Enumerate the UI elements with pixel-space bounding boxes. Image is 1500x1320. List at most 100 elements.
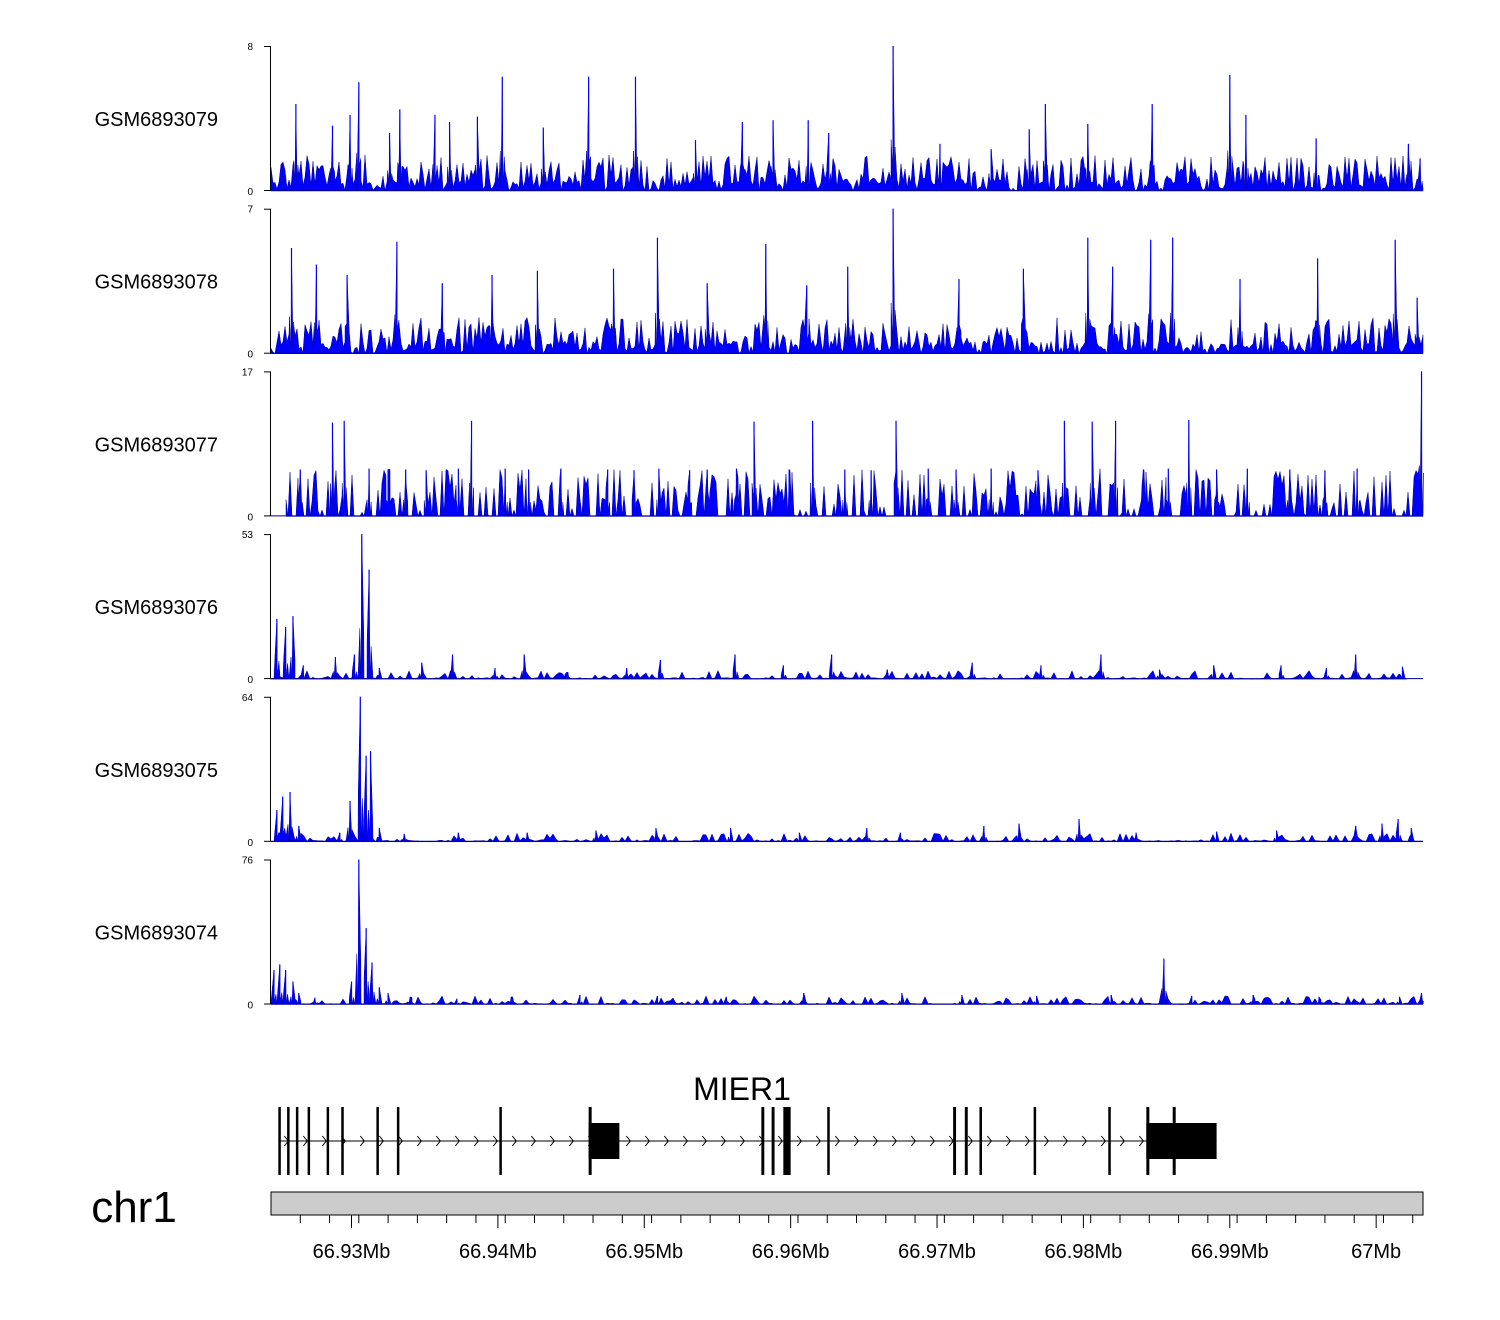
- y-tick-max-label: 53: [242, 530, 254, 541]
- track-label: GSM6893077: [95, 434, 218, 456]
- strand-arrow: [625, 1135, 631, 1147]
- strand-arrow: [853, 1135, 859, 1147]
- exon-12: [771, 1107, 775, 1175]
- exon-20: [1146, 1123, 1217, 1159]
- exon-boundary: [1172, 1107, 1176, 1175]
- exon-boundary: [1146, 1107, 1150, 1175]
- exon-16: [964, 1107, 968, 1175]
- strand-arrow: [891, 1135, 897, 1147]
- strand-arrow: [321, 1135, 327, 1147]
- strand-arrow: [511, 1135, 517, 1147]
- y-tick-max-label: 17: [242, 367, 254, 378]
- exon-4: [307, 1107, 311, 1175]
- exon-15: [953, 1107, 957, 1175]
- x-tick-label: 66.98Mb: [1044, 1241, 1122, 1263]
- y-tick-zero-label: 0: [247, 675, 253, 686]
- strand-arrow: [492, 1135, 498, 1147]
- strand-arrow: [1138, 1135, 1144, 1147]
- track-GSM6893074: GSM6893074 76 0: [95, 856, 1424, 1012]
- strand-arrow: [682, 1135, 688, 1147]
- track-GSM6893077: GSM6893077 17 0: [95, 367, 1424, 523]
- x-tick-label: 66.97Mb: [898, 1241, 976, 1263]
- track-label: GSM6893074: [95, 923, 218, 945]
- exon-13: [783, 1107, 791, 1175]
- strand-arrow: [568, 1135, 574, 1147]
- strand-arrow: [644, 1135, 650, 1147]
- x-tick-label: 66.95Mb: [605, 1241, 683, 1263]
- exon-11: [761, 1107, 765, 1175]
- chromosome-axis: chr1 66.93Mb 66.94Mb 66.95Mb 66.96Mb 66.97Mb…: [91, 1183, 1424, 1263]
- track-GSM6893076: GSM6893076 53 0: [95, 530, 1423, 686]
- exon-14: [827, 1107, 830, 1175]
- strand-arrow: [473, 1135, 479, 1147]
- strand-arrow: [302, 1135, 308, 1147]
- exon-9: [499, 1107, 502, 1175]
- track-GSM6893078: GSM6893078 7 0: [95, 205, 1424, 361]
- coverage-area: [285, 371, 1424, 517]
- strand-arrow: [549, 1135, 555, 1147]
- strand-arrow: [1043, 1135, 1049, 1147]
- exon-3: [295, 1107, 299, 1175]
- strand-arrow: [416, 1135, 422, 1147]
- strand-arrow: [1062, 1135, 1068, 1147]
- exon-boundary: [588, 1107, 592, 1175]
- y-tick-zero-label: 0: [247, 350, 253, 361]
- strand-arrow: [1100, 1135, 1106, 1147]
- strand-arrow: [397, 1135, 403, 1147]
- strand-arrow: [777, 1135, 783, 1147]
- strand-arrow: [910, 1135, 916, 1147]
- strand-arrow: [1024, 1135, 1030, 1147]
- coverage-area: [270, 534, 1408, 680]
- y-tick-zero-label: 0: [247, 1001, 253, 1012]
- strand-arrow: [359, 1135, 365, 1147]
- exon-2: [287, 1107, 290, 1175]
- strand-arrow: [701, 1135, 707, 1147]
- exon-1: [278, 1107, 281, 1175]
- strand-arrow: [720, 1135, 726, 1147]
- x-tick-label: 66.93Mb: [313, 1241, 391, 1263]
- strand-arrow: [530, 1135, 536, 1147]
- exon-18: [1033, 1107, 1037, 1175]
- exon-7: [376, 1107, 379, 1175]
- y-tick-zero-label: 0: [247, 512, 253, 523]
- strand-arrow: [929, 1135, 935, 1147]
- x-tick-label: 66.99Mb: [1191, 1241, 1269, 1263]
- x-tick-label: 67Mb: [1351, 1241, 1401, 1263]
- strand-arrow: [986, 1135, 992, 1147]
- track-GSM6893075: GSM6893075 64 0: [95, 693, 1424, 849]
- strand-arrow: [739, 1135, 745, 1147]
- track-GSM6893079: GSM6893079 8 0: [95, 42, 1424, 198]
- track-label: GSM6893075: [95, 760, 218, 782]
- y-tick-max-label: 64: [242, 693, 254, 704]
- chromosome-label: chr1: [91, 1183, 177, 1232]
- strand-arrow: [1081, 1135, 1087, 1147]
- strand-arrow: [815, 1135, 821, 1147]
- strand-arrow: [796, 1135, 802, 1147]
- coverage-area: [270, 696, 1424, 843]
- exon-5: [326, 1107, 330, 1175]
- exon-10: [588, 1123, 620, 1159]
- coverage-area: [270, 45, 1424, 192]
- gene-model-track: MIER1: [278, 1071, 1217, 1175]
- coverage-tracks: GSM689307980GSM689307870GSM6893077170GSM…: [95, 42, 1424, 1012]
- chromosome-bar: [270, 1191, 1424, 1216]
- y-tick-max-label: 8: [247, 42, 253, 53]
- x-tick-label: 66.94Mb: [459, 1241, 537, 1263]
- strand-arrow: [1119, 1135, 1125, 1147]
- strand-arrow: [454, 1135, 460, 1147]
- y-tick-max-label: 7: [247, 205, 253, 216]
- strand-arrow: [663, 1135, 669, 1147]
- y-tick-zero-label: 0: [247, 838, 253, 849]
- strand-arrow: [967, 1135, 973, 1147]
- track-label: GSM6893076: [95, 597, 218, 619]
- y-tick-max-label: 76: [242, 856, 254, 867]
- strand-arrow: [378, 1135, 384, 1147]
- track-label: GSM6893078: [95, 272, 218, 294]
- gene-label: MIER1: [693, 1071, 791, 1107]
- exon-8: [396, 1107, 400, 1175]
- track-label: GSM6893079: [95, 109, 218, 131]
- y-tick-zero-label: 0: [247, 187, 253, 198]
- exon-6: [341, 1107, 344, 1175]
- exon-17: [979, 1107, 982, 1175]
